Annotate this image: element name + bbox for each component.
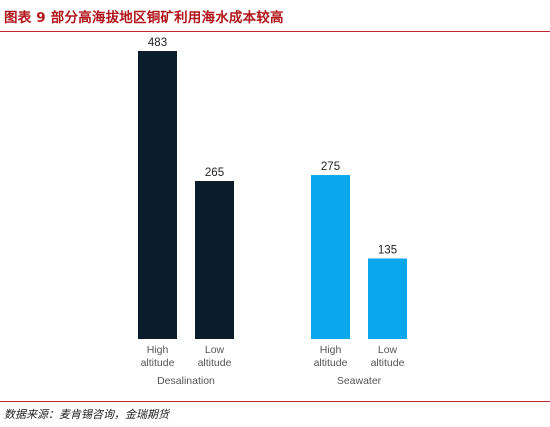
bar-seawater-high-altitude [311, 175, 350, 339]
tick-label-desalination-low-altitude: Low altitude [198, 344, 232, 369]
data-label-desalination-high-altitude: 483 [148, 37, 167, 49]
title-divider [0, 31, 550, 32]
group-label-desalination: Desalination [157, 375, 215, 387]
source-note: 数据来源：麦肯锡咨询，金瑞期货 [4, 408, 169, 421]
bar-desalination-high-altitude [138, 51, 177, 339]
bar-desalination-low-altitude [195, 180, 234, 339]
tick-label-seawater-high-altitude: High altitude [314, 344, 348, 369]
tick-label-seawater-low-altitude: Low altitude [371, 344, 405, 369]
figure-title: 图表 9 部分高海拔地区铜矿利用海水成本较高 [4, 10, 284, 26]
source-divider [0, 401, 550, 402]
data-label-seawater-high-altitude: 275 [321, 161, 340, 173]
bar-seawater-low-altitude [368, 258, 407, 339]
data-label-desalination-low-altitude: 265 [205, 167, 224, 179]
bar-chart: 483 High altitude 265 Low altitude Desalinatio… [138, 37, 407, 387]
tick-label-desalination-high-altitude: High altitude [141, 344, 175, 369]
group-label-seawater: Seawater [337, 375, 382, 387]
data-label-seawater-low-altitude: 135 [378, 245, 397, 257]
